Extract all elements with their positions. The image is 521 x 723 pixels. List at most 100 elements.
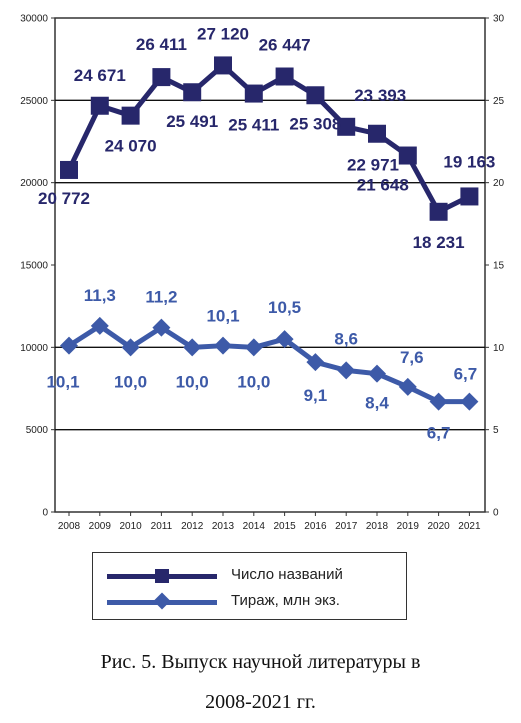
x-tick-label: 2017 [335,521,358,532]
data-label-titles: 22 971 [347,156,399,175]
figure-caption: Рис. 5. Выпуск научной литературы в 2008… [0,642,521,722]
data-label-titles: 21 648 [357,176,409,195]
x-tick-label: 2014 [243,521,266,532]
square-marker-icon [155,569,169,583]
legend-label-circulation: Тираж, млн экз. [231,592,340,609]
y-right-tick-label: 20 [493,178,505,189]
x-tick-label: 2010 [119,521,142,532]
series-circulation-point [368,364,386,383]
data-label-circulation: 8,6 [334,329,358,348]
y-left-tick-label: 10000 [20,343,48,354]
x-tick-label: 2015 [273,521,296,532]
data-label-circulation: 10,0 [114,372,147,391]
data-label-circulation: 6,7 [454,365,478,384]
y-right-tick-label: 0 [493,508,499,519]
series-titles-point [306,86,325,105]
data-label-titles: 27 120 [197,24,249,43]
series-titles-point [214,56,232,75]
data-label-circulation: 9,1 [304,386,328,405]
series-titles-point [368,124,386,143]
legend-item-titles: Число названий [93,565,406,587]
series-circulation-point [275,330,294,349]
series-titles-point [337,117,356,136]
x-tick-label: 2009 [89,521,112,532]
x-tick-label: 2020 [427,521,450,532]
y-axis-left: 0 5000 10000 15000 20000 25000 30000 [20,14,55,519]
x-tick-label: 2021 [458,521,481,532]
series-circulation-point [214,336,232,355]
series-titles-point [275,67,294,86]
legend-item-circulation: Тираж, млн экз. [93,591,406,613]
series-circulation-point [183,338,202,357]
series-circulation-point [60,336,78,355]
y-right-tick-label: 30 [493,14,505,25]
data-label-circulation: 10,0 [176,372,209,391]
data-label-circulation: 8,4 [365,394,389,413]
series-circulation-point [460,392,479,411]
plot-frame [54,17,486,513]
series-circulation-point [121,338,140,357]
y-left-tick-label: 25000 [20,96,48,107]
series-titles-point [152,68,171,87]
data-label-titles: 18 231 [413,233,465,252]
y-right-tick-label: 25 [493,96,505,107]
series-circulation-point [306,353,325,372]
y-right-tick-label: 10 [493,343,505,354]
data-label-titles: 25 308 [289,114,341,133]
series-circulation-point [398,377,417,396]
x-tick-label: 2012 [181,521,204,532]
labels-circulation: 10,1 11,3 10,0 11,2 10,0 10,1 10,0 10,5 9,1 8,6 8,… [46,286,477,443]
x-tick-label: 2011 [151,521,173,532]
caption-line-2: 2008-2021 гг. [205,691,316,713]
series-titles-point [460,187,479,206]
series-titles-point [244,84,263,103]
data-label-circulation: 10,1 [206,307,239,326]
data-label-circulation: 11,2 [145,288,177,307]
data-label-circulation: 11,3 [84,286,116,305]
x-tick-label: 2008 [58,521,81,532]
series-titles-point [183,83,202,102]
y-left-tick-label: 15000 [20,261,48,272]
y-left-tick-label: 5000 [26,425,49,436]
series-titles-point [60,160,78,179]
data-label-circulation: 6,7 [427,424,451,443]
series-titles-point [398,146,417,165]
x-axis: 2008 2009 2010 2011 2012 2013 2014 2015 2016 2017… [58,512,481,532]
data-label-titles: 26 411 [136,35,187,54]
data-label-titles: 19 163 [443,152,495,171]
series-circulation-point [244,338,263,357]
series-circulation-point [90,316,109,335]
data-label-titles: 25 491 [166,112,218,131]
data-label-titles: 23 393 [354,86,406,105]
data-label-circulation: 10,1 [46,373,79,392]
data-label-circulation: 10,5 [268,298,301,317]
series-circulation [60,316,479,411]
series-titles-point [90,96,109,115]
data-label-titles: 24 070 [105,137,157,156]
y-axis-right: 0 5 10 15 20 25 30 [485,14,505,519]
series-titles [60,56,479,221]
y-left-tick-label: 20000 [20,178,48,189]
labels-titles: 20 772 24 671 24 070 26 411 25 491 27 120 25 4… [38,24,495,251]
y-right-tick-label: 5 [493,425,499,436]
data-label-titles: 26 447 [259,36,311,55]
x-tick-label: 2018 [366,521,389,532]
y-left-tick-label: 0 [42,508,48,519]
data-label-titles: 20 772 [38,189,90,208]
data-label-titles: 25 411 [228,116,279,135]
series-titles-point [121,106,140,125]
data-label-circulation: 10,0 [237,372,270,391]
legend: Число названий Тираж, млн экз. [92,552,407,620]
series-circulation-point [429,392,448,411]
series-circulation-point [337,361,356,380]
series-titles-point [429,202,448,221]
series-circulation-point [152,318,171,337]
data-label-circulation: 7,6 [400,348,424,367]
data-label-titles: 24 671 [74,66,126,85]
y-right-tick-label: 15 [493,261,505,272]
x-tick-label: 2019 [397,521,420,532]
diamond-marker-icon [153,592,171,610]
legend-label-titles: Число названий [231,566,343,583]
caption-line-1: Рис. 5. Выпуск научной литературы в [100,651,421,673]
